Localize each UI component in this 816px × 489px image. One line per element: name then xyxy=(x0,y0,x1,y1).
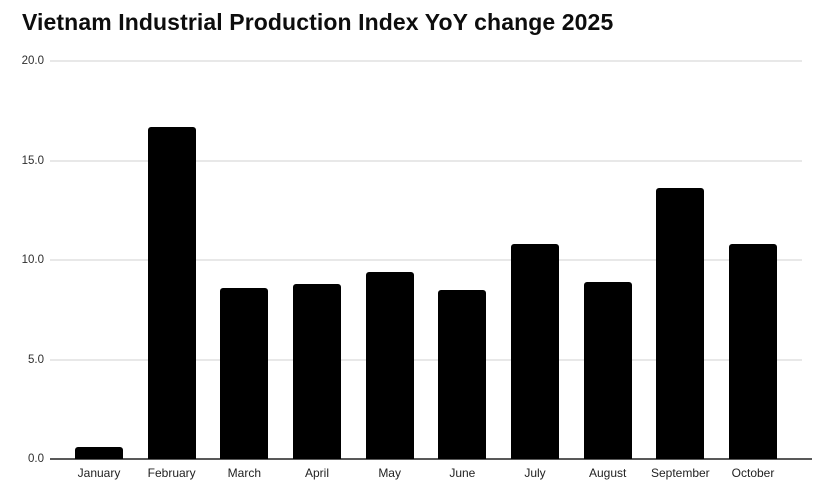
bar-april xyxy=(292,283,341,459)
bar-june xyxy=(438,289,487,459)
y-tick-label-5: 5.0 xyxy=(28,353,44,366)
x-label-february: February xyxy=(147,466,196,480)
x-label-may: May xyxy=(378,466,401,480)
bar-february xyxy=(147,126,196,459)
y-tick-label-0: 0.0 xyxy=(28,453,44,465)
x-label-october: October xyxy=(731,466,775,480)
gridline-10 xyxy=(50,259,802,261)
bar-may xyxy=(365,271,414,459)
chart-title: Vietnam Industrial Production Index YoY … xyxy=(22,9,614,35)
x-label-april: April xyxy=(304,466,329,480)
bar-august xyxy=(583,281,632,459)
gridline-5 xyxy=(50,358,802,361)
bars-container xyxy=(50,61,802,459)
gridline-15 xyxy=(50,159,802,162)
gridline-20 xyxy=(50,60,802,62)
x-label-january: January xyxy=(77,466,121,480)
x-label-september: September xyxy=(650,466,710,480)
bar-july xyxy=(510,244,559,459)
y-tick-label-15: 15.0 xyxy=(21,154,44,167)
bar-september xyxy=(656,188,705,459)
bar-october xyxy=(728,244,777,459)
x-label-august: August xyxy=(588,466,627,480)
y-tick-label-10: 10.0 xyxy=(21,254,44,266)
bar-march xyxy=(220,287,269,459)
x-axis-line xyxy=(50,458,812,460)
y-tick-label-20: 20.0 xyxy=(21,55,44,67)
x-label-march: March xyxy=(227,466,261,480)
x-label-july: July xyxy=(524,466,546,480)
bar-january xyxy=(75,447,123,459)
x-label-june: June xyxy=(449,466,476,480)
